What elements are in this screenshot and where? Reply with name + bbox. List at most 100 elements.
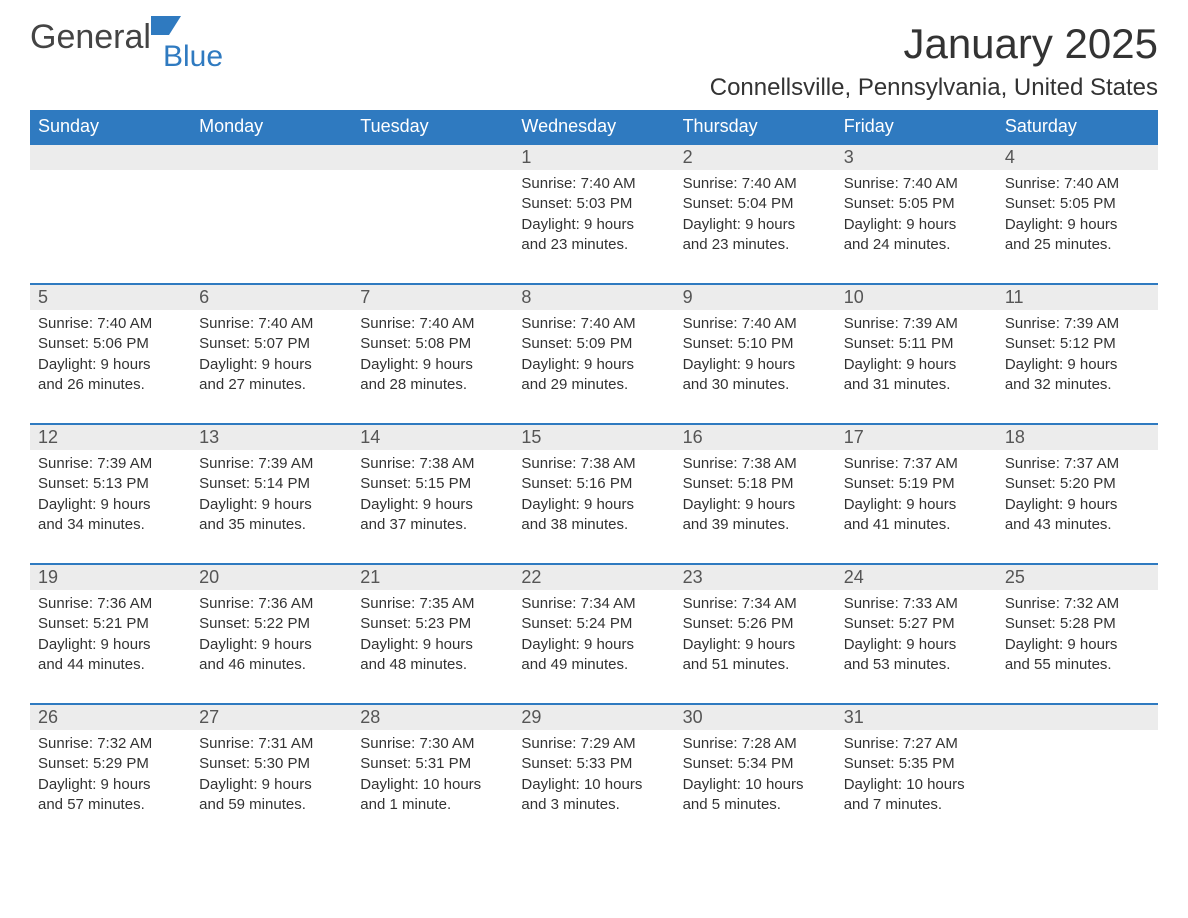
day-data-cell: Sunrise: 7:28 AMSunset: 5:34 PMDaylight:… xyxy=(675,730,836,843)
daylight-text-1: Daylight: 9 hours xyxy=(844,215,989,235)
daylight-text-2: and 23 minutes. xyxy=(683,235,828,255)
daylight-text-1: Daylight: 9 hours xyxy=(199,635,344,655)
day-number-cell: 10 xyxy=(836,284,997,310)
day-number-cell: 19 xyxy=(30,564,191,590)
daylight-text-2: and 55 minutes. xyxy=(1005,655,1150,675)
sunset-text: Sunset: 5:12 PM xyxy=(1005,334,1150,354)
sunrise-text: Sunrise: 7:35 AM xyxy=(360,594,505,614)
daylight-text-1: Daylight: 9 hours xyxy=(521,215,666,235)
sunrise-text: Sunrise: 7:29 AM xyxy=(521,734,666,754)
daylight-text-1: Daylight: 9 hours xyxy=(844,355,989,375)
sunrise-text: Sunrise: 7:31 AM xyxy=(199,734,344,754)
day-number-cell: 30 xyxy=(675,704,836,730)
sunrise-text: Sunrise: 7:39 AM xyxy=(199,454,344,474)
sunset-text: Sunset: 5:28 PM xyxy=(1005,614,1150,634)
day-data-cell: Sunrise: 7:38 AMSunset: 5:16 PMDaylight:… xyxy=(513,450,674,564)
sunrise-text: Sunrise: 7:40 AM xyxy=(683,174,828,194)
calendar-body: 1234Sunrise: 7:40 AMSunset: 5:03 PMDayli… xyxy=(30,144,1158,843)
sunset-text: Sunset: 5:09 PM xyxy=(521,334,666,354)
sunrise-text: Sunrise: 7:38 AM xyxy=(360,454,505,474)
daylight-text-2: and 3 minutes. xyxy=(521,795,666,815)
sunrise-text: Sunrise: 7:39 AM xyxy=(38,454,183,474)
daylight-text-1: Daylight: 9 hours xyxy=(1005,495,1150,515)
day-number-cell: 12 xyxy=(30,424,191,450)
sunset-text: Sunset: 5:21 PM xyxy=(38,614,183,634)
weekday-header: Tuesday xyxy=(352,110,513,144)
daylight-text-2: and 53 minutes. xyxy=(844,655,989,675)
daylight-text-1: Daylight: 10 hours xyxy=(683,775,828,795)
sunset-text: Sunset: 5:30 PM xyxy=(199,754,344,774)
daylight-text-1: Daylight: 9 hours xyxy=(683,215,828,235)
day-number-cell: 21 xyxy=(352,564,513,590)
day-data-cell xyxy=(997,730,1158,843)
day-data-cell: Sunrise: 7:31 AMSunset: 5:30 PMDaylight:… xyxy=(191,730,352,843)
day-data-cell: Sunrise: 7:27 AMSunset: 5:35 PMDaylight:… xyxy=(836,730,997,843)
day-data-row: Sunrise: 7:32 AMSunset: 5:29 PMDaylight:… xyxy=(30,730,1158,843)
day-data-cell: Sunrise: 7:40 AMSunset: 5:08 PMDaylight:… xyxy=(352,310,513,424)
location-subtitle: Connellsville, Pennsylvania, United Stat… xyxy=(30,74,1158,102)
daylight-text-2: and 34 minutes. xyxy=(38,515,183,535)
daylight-text-1: Daylight: 9 hours xyxy=(521,355,666,375)
day-number-cell: 20 xyxy=(191,564,352,590)
sunset-text: Sunset: 5:33 PM xyxy=(521,754,666,774)
day-number-cell: 6 xyxy=(191,284,352,310)
day-number-cell: 16 xyxy=(675,424,836,450)
sunset-text: Sunset: 5:07 PM xyxy=(199,334,344,354)
daylight-text-2: and 41 minutes. xyxy=(844,515,989,535)
sunrise-text: Sunrise: 7:40 AM xyxy=(844,174,989,194)
sunset-text: Sunset: 5:04 PM xyxy=(683,194,828,214)
day-number-cell xyxy=(997,704,1158,730)
sunrise-text: Sunrise: 7:40 AM xyxy=(521,174,666,194)
sunset-text: Sunset: 5:11 PM xyxy=(844,334,989,354)
sunrise-text: Sunrise: 7:32 AM xyxy=(1005,594,1150,614)
daylight-text-1: Daylight: 9 hours xyxy=(844,635,989,655)
day-number-cell: 24 xyxy=(836,564,997,590)
daylight-text-2: and 32 minutes. xyxy=(1005,375,1150,395)
day-data-cell: Sunrise: 7:35 AMSunset: 5:23 PMDaylight:… xyxy=(352,590,513,704)
sunrise-text: Sunrise: 7:38 AM xyxy=(683,454,828,474)
day-number-cell: 25 xyxy=(997,564,1158,590)
sunrise-text: Sunrise: 7:40 AM xyxy=(1005,174,1150,194)
sunrise-text: Sunrise: 7:36 AM xyxy=(38,594,183,614)
day-data-cell: Sunrise: 7:30 AMSunset: 5:31 PMDaylight:… xyxy=(352,730,513,843)
day-number-cell: 15 xyxy=(513,424,674,450)
day-number-cell: 1 xyxy=(513,144,674,170)
logo-flag-icon xyxy=(151,13,185,40)
sunrise-text: Sunrise: 7:40 AM xyxy=(683,314,828,334)
day-data-cell: Sunrise: 7:40 AMSunset: 5:04 PMDaylight:… xyxy=(675,170,836,284)
sunset-text: Sunset: 5:34 PM xyxy=(683,754,828,774)
day-data-cell: Sunrise: 7:34 AMSunset: 5:26 PMDaylight:… xyxy=(675,590,836,704)
sunrise-text: Sunrise: 7:30 AM xyxy=(360,734,505,754)
title-block: January 2025 xyxy=(903,20,1158,68)
day-data-cell xyxy=(352,170,513,284)
sunrise-text: Sunrise: 7:39 AM xyxy=(1005,314,1150,334)
sunset-text: Sunset: 5:10 PM xyxy=(683,334,828,354)
daylight-text-2: and 59 minutes. xyxy=(199,795,344,815)
sunset-text: Sunset: 5:05 PM xyxy=(844,194,989,214)
daylight-text-1: Daylight: 9 hours xyxy=(1005,215,1150,235)
daylight-text-2: and 46 minutes. xyxy=(199,655,344,675)
weekday-header: Thursday xyxy=(675,110,836,144)
daylight-text-2: and 31 minutes. xyxy=(844,375,989,395)
sunrise-text: Sunrise: 7:40 AM xyxy=(521,314,666,334)
page-title: January 2025 xyxy=(903,20,1158,68)
daylight-text-2: and 39 minutes. xyxy=(683,515,828,535)
daylight-text-1: Daylight: 9 hours xyxy=(38,775,183,795)
daylight-text-2: and 5 minutes. xyxy=(683,795,828,815)
sunrise-text: Sunrise: 7:32 AM xyxy=(38,734,183,754)
day-number-cell: 3 xyxy=(836,144,997,170)
daylight-text-2: and 23 minutes. xyxy=(521,235,666,255)
daylight-text-1: Daylight: 9 hours xyxy=(199,495,344,515)
day-data-cell: Sunrise: 7:40 AMSunset: 5:06 PMDaylight:… xyxy=(30,310,191,424)
daylight-text-1: Daylight: 9 hours xyxy=(199,775,344,795)
day-data-cell: Sunrise: 7:32 AMSunset: 5:28 PMDaylight:… xyxy=(997,590,1158,704)
weekday-header: Sunday xyxy=(30,110,191,144)
sunrise-text: Sunrise: 7:34 AM xyxy=(683,594,828,614)
day-number-cell: 31 xyxy=(836,704,997,730)
daylight-text-2: and 38 minutes. xyxy=(521,515,666,535)
sunset-text: Sunset: 5:29 PM xyxy=(38,754,183,774)
day-number-cell: 29 xyxy=(513,704,674,730)
daylight-text-1: Daylight: 9 hours xyxy=(683,635,828,655)
daylight-text-2: and 43 minutes. xyxy=(1005,515,1150,535)
sunset-text: Sunset: 5:08 PM xyxy=(360,334,505,354)
